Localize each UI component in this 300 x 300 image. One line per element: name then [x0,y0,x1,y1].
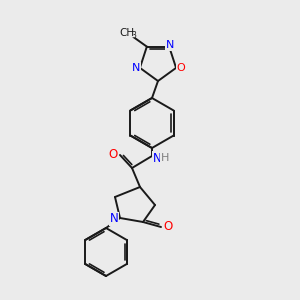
Text: N: N [110,212,118,226]
Text: CH: CH [119,28,134,38]
Text: O: O [164,220,172,233]
Text: N: N [166,40,174,50]
Text: 3: 3 [131,31,136,40]
Text: O: O [108,148,118,161]
Text: N: N [132,63,140,73]
Text: H: H [161,153,169,163]
Text: N: N [153,152,161,164]
Text: O: O [177,63,185,73]
